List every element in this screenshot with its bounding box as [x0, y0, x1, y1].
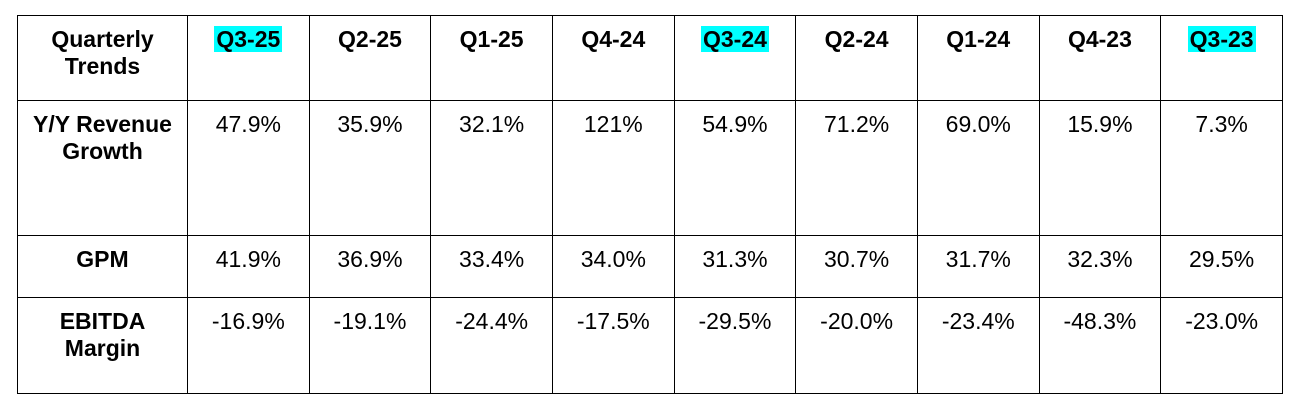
column-header-text: Q3-23 [1187, 26, 1256, 52]
cell: -48.3% [1038, 297, 1162, 394]
cell: -16.9% [187, 297, 310, 394]
cell: 7.3% [1160, 100, 1283, 236]
cell: 36.9% [308, 235, 432, 298]
table-row: EBITDA Margin -16.9% -19.1% -24.4% -17.5% -29… [17, 297, 1283, 394]
row-label: Y/Y Revenue Growth [17, 100, 188, 236]
cell: 33.4% [430, 235, 553, 298]
column-header-text: Q1-25 [459, 26, 524, 52]
cell: 32.3% [1038, 235, 1162, 298]
cell: 31.3% [673, 235, 797, 298]
cell: -20.0% [795, 297, 918, 394]
quarterly-table: Quarterly Trends Q3-25 Q2-25 Q1-25 Q4-24 Q3-… [17, 15, 1283, 394]
cell: 32.1% [430, 100, 553, 236]
cell: 41.9% [187, 235, 310, 298]
column-header-text: Q3-25 [214, 26, 283, 52]
cell: -23.0% [1160, 297, 1283, 394]
cell: -24.4% [430, 297, 553, 394]
column-header: Q3-24 [673, 15, 797, 101]
table-title: Quarterly Trends [17, 15, 188, 101]
column-header: Q1-25 [430, 15, 553, 101]
cell: 30.7% [795, 235, 918, 298]
row-label: GPM [17, 235, 188, 298]
cell: -19.1% [308, 297, 432, 394]
table-row: Y/Y Revenue Growth 47.9% 35.9% 32.1% 121% 54.… [17, 100, 1283, 236]
column-header-text: Q2-24 [824, 26, 889, 52]
cell: 31.7% [916, 235, 1040, 298]
cell: 71.2% [795, 100, 918, 236]
cell: -23.4% [916, 297, 1040, 394]
cell: 69.0% [916, 100, 1040, 236]
column-header-text: Q4-24 [581, 26, 646, 52]
column-header: Q4-24 [551, 15, 675, 101]
column-header: Q2-25 [308, 15, 432, 101]
column-header-text: Q2-25 [338, 26, 402, 52]
column-header: Q3-25 [187, 15, 310, 101]
column-header: Q2-24 [795, 15, 918, 101]
cell: 54.9% [673, 100, 797, 236]
cell: 35.9% [308, 100, 432, 236]
cell: 121% [551, 100, 675, 236]
cell: 47.9% [187, 100, 310, 236]
column-header: Q4-23 [1038, 15, 1162, 101]
cell: 34.0% [551, 235, 675, 298]
cell: -17.5% [551, 297, 675, 394]
cell: 29.5% [1160, 235, 1283, 298]
cell: -29.5% [673, 297, 797, 394]
column-header-text: Q3-24 [700, 26, 769, 52]
column-header-text: Q1-24 [946, 26, 1011, 52]
row-label: EBITDA Margin [17, 297, 188, 394]
column-header: Q1-24 [916, 15, 1040, 101]
column-header: Q3-23 [1160, 15, 1283, 101]
header-row: Quarterly Trends Q3-25 Q2-25 Q1-25 Q4-24 Q3-… [17, 15, 1283, 101]
table-row: GPM 41.9% 36.9% 33.4% 34.0% 31.3% 30.7% 31.7% 32… [17, 235, 1283, 298]
cell: 15.9% [1038, 100, 1162, 236]
column-header-text: Q4-23 [1067, 26, 1132, 52]
